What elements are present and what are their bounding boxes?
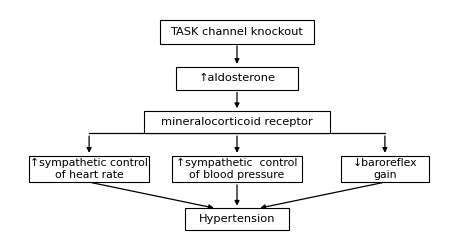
FancyBboxPatch shape [175, 67, 299, 90]
FancyBboxPatch shape [29, 156, 149, 182]
Text: ↑sympathetic control
of heart rate: ↑sympathetic control of heart rate [30, 158, 148, 180]
Text: mineralocorticoid receptor: mineralocorticoid receptor [161, 117, 313, 127]
FancyBboxPatch shape [144, 111, 330, 133]
Text: ↑sympathetic  control
of blood pressure: ↑sympathetic control of blood pressure [176, 158, 298, 180]
Text: TASK channel knockout: TASK channel knockout [171, 27, 303, 37]
Text: Hypertension: Hypertension [199, 214, 275, 224]
FancyBboxPatch shape [340, 156, 429, 182]
Text: ↑aldosterone: ↑aldosterone [199, 73, 275, 83]
Text: ↓baroreflex
gain: ↓baroreflex gain [353, 158, 417, 180]
FancyBboxPatch shape [160, 20, 314, 44]
FancyBboxPatch shape [172, 156, 302, 182]
FancyBboxPatch shape [185, 208, 289, 230]
